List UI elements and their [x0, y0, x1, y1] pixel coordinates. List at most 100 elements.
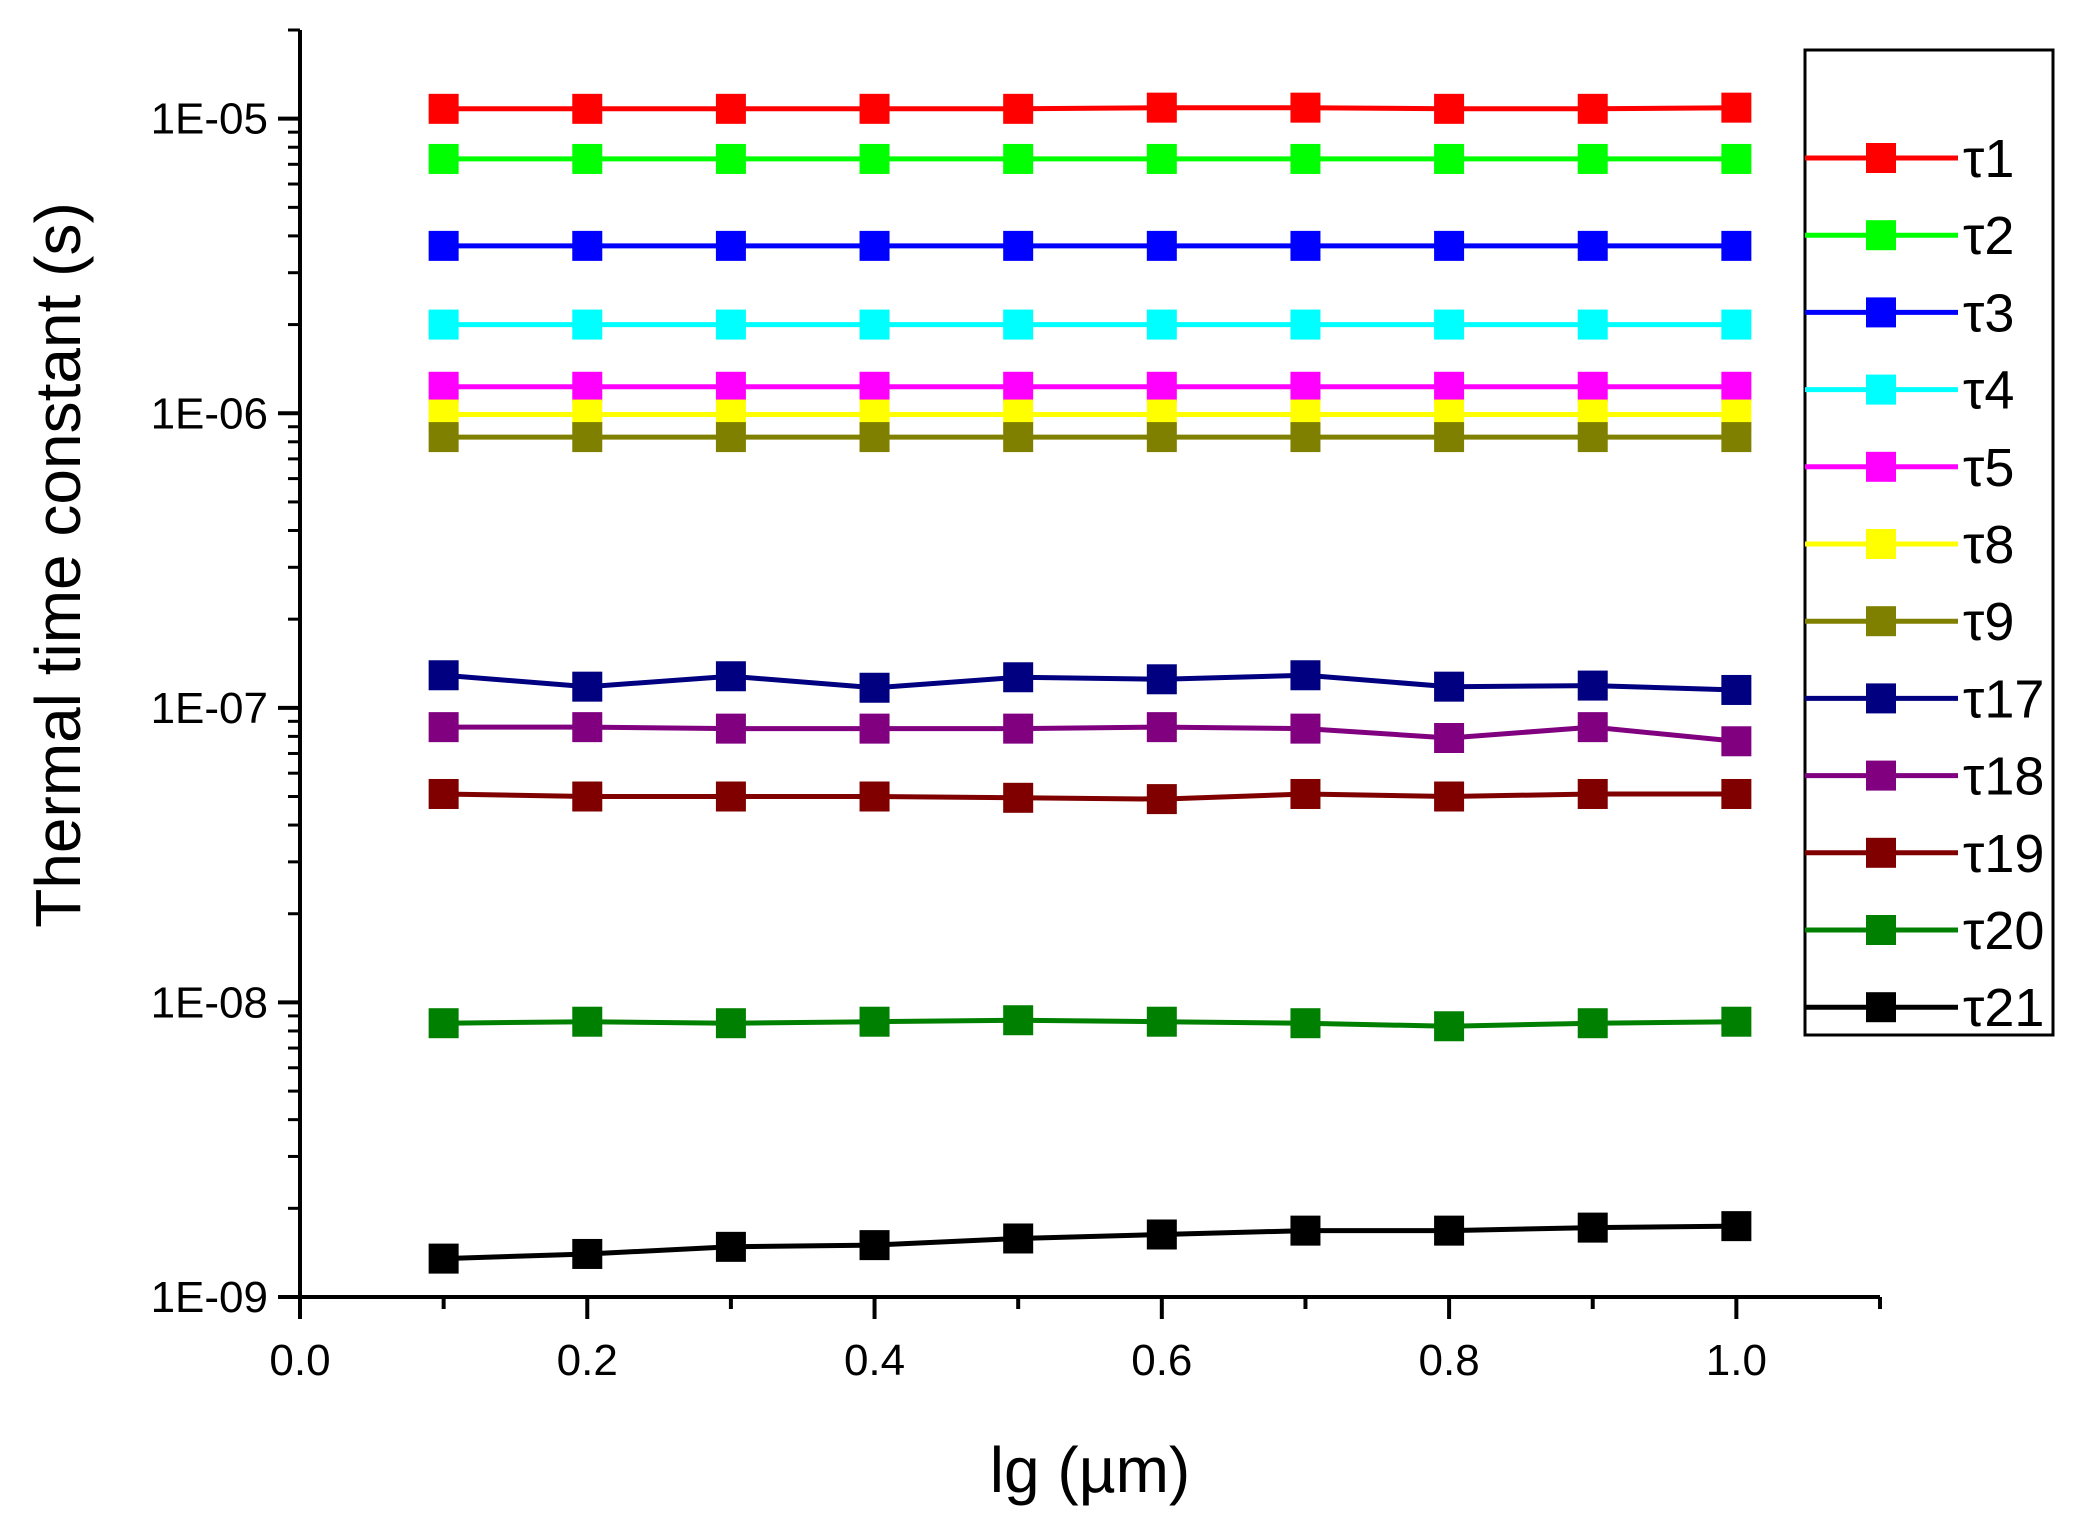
data-point: [715, 422, 746, 453]
series-line: [443, 1223, 1737, 1262]
legend-marker: [1866, 992, 1896, 1023]
data-point: [428, 712, 459, 743]
data-point: [1721, 726, 1752, 757]
data-point: [1577, 230, 1608, 261]
x-tick-label: 0.6: [1131, 1336, 1192, 1385]
data-point: [1003, 93, 1034, 124]
x-axis-title: lg (µm): [990, 1434, 1190, 1506]
legend-entry: τ4: [1805, 361, 2014, 421]
data-point: [1434, 781, 1465, 812]
data-point: [1146, 143, 1177, 174]
data-point: [1290, 713, 1321, 744]
data-point: [1290, 230, 1321, 261]
data-point: [1577, 309, 1608, 340]
data-point: [1003, 1223, 1034, 1254]
data-point: [428, 1243, 459, 1274]
data-point: [1434, 230, 1465, 261]
legend-entry: τ20: [1805, 901, 2044, 961]
x-tick-label: 0.4: [844, 1336, 905, 1385]
data-point: [572, 230, 603, 261]
legend-label: τ21: [1963, 978, 2044, 1038]
data-point: [1146, 712, 1177, 743]
data-point: [1146, 422, 1177, 453]
data-point: [1577, 93, 1608, 124]
data-point: [428, 778, 459, 809]
y-tick-label: 1E-07: [151, 684, 268, 733]
series-10: [428, 778, 1752, 815]
data-point: [1577, 371, 1608, 402]
data-point: [1003, 713, 1034, 744]
series-8: [428, 660, 1752, 705]
data-point: [1146, 92, 1177, 123]
data-point: [859, 1006, 890, 1037]
data-point: [1721, 92, 1752, 123]
data-point: [572, 1006, 603, 1037]
series-12: [428, 1211, 1752, 1274]
x-tick-label: 0.2: [557, 1336, 618, 1385]
data-point: [1146, 309, 1177, 340]
data-point: [1146, 230, 1177, 261]
legend-entry: τ9: [1805, 592, 2014, 652]
data-point: [859, 143, 890, 174]
series-9: [428, 712, 1752, 757]
series-layer: [428, 92, 1752, 1274]
data-point: [1434, 309, 1465, 340]
data-point: [715, 1231, 746, 1262]
legend-marker: [1866, 220, 1896, 251]
legend-label: τ19: [1963, 824, 2044, 884]
legend-marker: [1866, 529, 1896, 559]
data-point: [1434, 1011, 1465, 1042]
data-point: [1003, 782, 1034, 813]
y-tick-label: 1E-05: [151, 95, 268, 144]
legend-entry: τ3: [1805, 283, 2014, 343]
legend-marker: [1866, 760, 1896, 791]
series-line: [443, 791, 1737, 802]
data-point: [428, 230, 459, 261]
series-6: [428, 399, 1752, 430]
data-point: [715, 93, 746, 124]
y-axis-title: Thermal time constant (s): [22, 202, 94, 928]
data-point: [1434, 143, 1465, 174]
data-point: [1577, 1008, 1608, 1039]
legend-entry: τ18: [1805, 747, 2044, 807]
legend-label: τ8: [1963, 515, 2014, 575]
data-point: [572, 143, 603, 174]
data-point: [1721, 674, 1752, 705]
data-point: [1577, 143, 1608, 174]
series-line: [443, 672, 1737, 693]
data-point: [1434, 1215, 1465, 1246]
data-point: [1577, 670, 1608, 701]
data-point: [428, 371, 459, 402]
legend-marker: [1866, 143, 1896, 173]
data-point: [1003, 1005, 1034, 1036]
series-5: [428, 371, 1752, 402]
legend-entry: τ21: [1805, 978, 2044, 1038]
data-point: [715, 713, 746, 744]
series-line: [443, 1017, 1737, 1029]
data-point: [1146, 1219, 1177, 1250]
data-point: [715, 309, 746, 340]
data-point: [428, 660, 459, 691]
data-point: [428, 309, 459, 340]
legend-entry: τ8: [1805, 515, 2014, 575]
series-7: [428, 422, 1752, 453]
data-point: [1434, 722, 1465, 753]
data-point: [1146, 1006, 1177, 1037]
y-tick-label: 1E-08: [151, 978, 268, 1027]
legend-entry: τ19: [1805, 824, 2044, 884]
data-point: [1577, 422, 1608, 453]
legend-label: τ17: [1963, 669, 2044, 729]
data-point: [1434, 422, 1465, 453]
data-point: [572, 712, 603, 743]
legend-marker: [1866, 606, 1896, 637]
data-point: [572, 93, 603, 124]
legend-entry: τ1: [1805, 129, 2014, 189]
data-point: [1434, 93, 1465, 124]
axes: 0.0 0.2 0.4 0.6 0.8 1.0 1E-09 1E-08 1E-07 1E-06 1E…: [151, 28, 1882, 1385]
data-point: [1290, 422, 1321, 453]
data-point: [572, 371, 603, 402]
legend-marker: [1866, 915, 1896, 945]
series-4: [428, 309, 1752, 340]
legend-label: τ18: [1963, 747, 2044, 807]
data-point: [428, 143, 459, 174]
